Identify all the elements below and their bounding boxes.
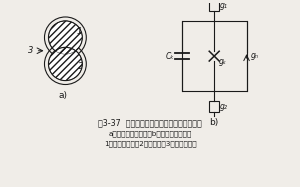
Text: 1: 1 [76,27,82,36]
Text: a): a) [59,91,68,100]
Circle shape [49,47,82,81]
Text: a）接触物理示意图；b）电气等值結線圖: a）接触物理示意图；b）电气等值結線圖 [108,131,192,137]
Bar [209,0,219,11]
Bar [209,101,219,112]
Text: 2: 2 [78,62,84,71]
Text: b): b) [210,118,219,127]
Circle shape [49,21,82,54]
Bar [182,21,247,91]
Text: g₁: g₁ [220,1,228,10]
Text: 3: 3 [28,46,34,55]
Text: g₂: g₂ [220,102,228,111]
Text: gₖ: gₖ [219,57,227,67]
Text: 图3-37  阀型避雷器电阻元件中的金刚砂颗粒: 图3-37 阀型避雷器电阻元件中的金刚砂颗粒 [98,119,202,128]
Text: gₙ: gₙ [250,51,258,60]
Text: 1．金刚砂颗粒；2．封閉層；3．顆粒的接触: 1．金刚砂颗粒；2．封閉層；3．顆粒的接触 [104,140,196,147]
Text: Cₖ: Cₖ [166,52,175,61]
